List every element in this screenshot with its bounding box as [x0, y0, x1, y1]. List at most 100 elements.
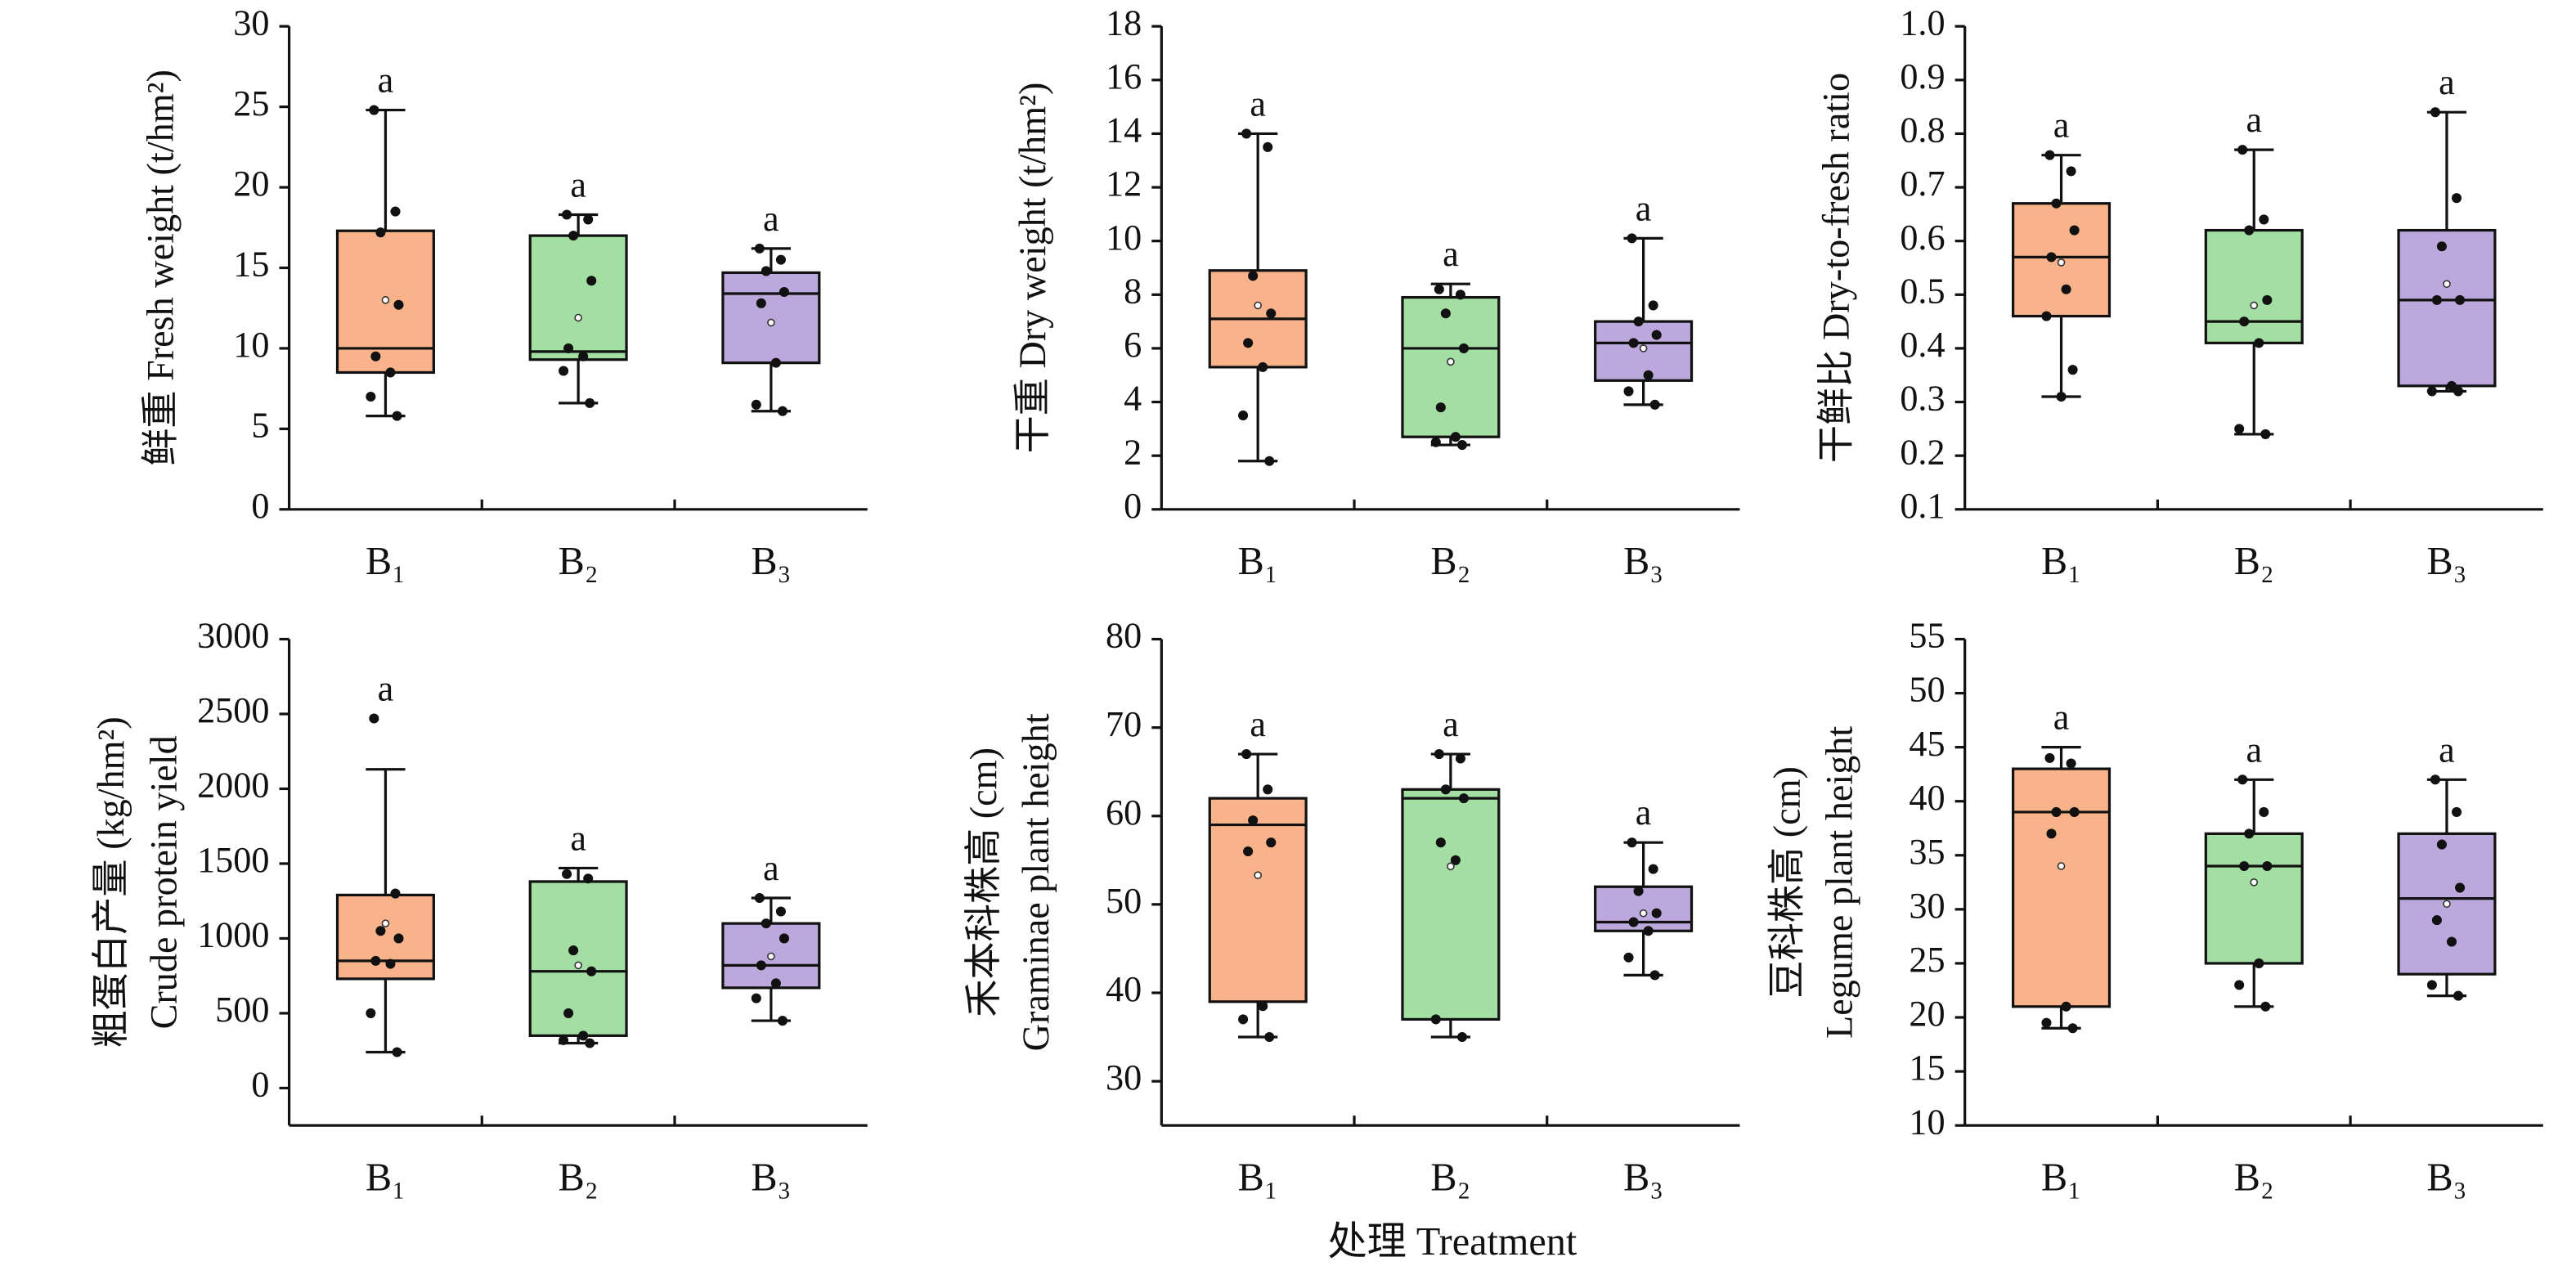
- mean: [2443, 900, 2451, 909]
- data-point: [1434, 749, 1444, 760]
- data-point: [2453, 990, 2464, 1001]
- box: [528, 880, 628, 1037]
- data-point: [1248, 271, 1259, 281]
- data-point: [1458, 343, 1469, 353]
- box: [528, 234, 628, 361]
- mean: [2250, 878, 2259, 887]
- data-point: [2051, 198, 2062, 209]
- data-point: [1649, 970, 1660, 981]
- data-point: [1241, 128, 1252, 139]
- data-point: [1434, 284, 1444, 294]
- data-point: [751, 399, 761, 410]
- data-point: [1648, 864, 1658, 874]
- significance-letter: a: [570, 165, 586, 205]
- data-point: [585, 1038, 595, 1048]
- y-tick-label: 15: [233, 245, 269, 285]
- data-point: [1248, 815, 1259, 826]
- x-tick-label: B₂: [2234, 1156, 2274, 1200]
- data-point: [2244, 828, 2255, 839]
- significance-letter: a: [2439, 62, 2455, 102]
- y-tick-label: 70: [1106, 704, 1142, 744]
- data-point: [366, 391, 376, 402]
- y-tick-label: 0: [1124, 486, 1142, 526]
- data-point: [1266, 308, 1277, 319]
- x-tick-label: B₁: [366, 1156, 406, 1200]
- data-point: [392, 1047, 402, 1057]
- x-tick-label: B₁: [1238, 1156, 1278, 1200]
- data-point: [2056, 391, 2067, 402]
- data-point: [1243, 846, 1254, 857]
- data-point: [563, 343, 574, 353]
- x-tick-label: B₃: [1623, 540, 1663, 583]
- data-point: [775, 906, 786, 917]
- x-axis-label: 处理 Treatment: [1327, 1220, 1577, 1264]
- data-point: [1264, 456, 1275, 466]
- data-point: [2046, 252, 2057, 263]
- data-point: [2446, 380, 2457, 391]
- box: [721, 271, 821, 365]
- y-axis-label: Graminae plant height: [1015, 713, 1057, 1051]
- y-tick-label: 50: [1106, 881, 1142, 921]
- data-point: [1266, 837, 1277, 848]
- data-point: [586, 276, 597, 286]
- data-point: [1238, 1014, 1249, 1025]
- data-point: [2044, 150, 2055, 160]
- data-point: [1440, 784, 1451, 795]
- data-point: [2453, 386, 2464, 397]
- data-point: [756, 298, 766, 308]
- data-point: [375, 926, 386, 936]
- significance-letter: a: [1250, 704, 1266, 744]
- data-point: [366, 1008, 376, 1018]
- y-tick-label: 0.7: [1900, 164, 1945, 204]
- x-tick-label: B₂: [2234, 540, 2274, 583]
- y-tick-label: 0.2: [1900, 432, 1945, 472]
- mean: [381, 296, 390, 304]
- data-point: [777, 406, 788, 416]
- mean: [1254, 301, 1262, 310]
- y-axis-label: 干重 Dry weight (t/hm²): [1012, 83, 1053, 454]
- mean: [2057, 862, 2066, 870]
- data-point: [1430, 437, 1441, 447]
- data-point: [2260, 1001, 2271, 1012]
- data-point: [751, 993, 761, 1003]
- data-point: [1238, 410, 1249, 420]
- data-point: [1456, 440, 1467, 451]
- y-tick-label: 0: [251, 486, 269, 526]
- data-point: [1450, 432, 1461, 442]
- y-tick-label: 30: [1909, 886, 1945, 926]
- data-point: [2069, 225, 2080, 236]
- y-axis-label: 干鲜比 Dry-to-fresh ratio: [1815, 73, 1857, 463]
- data-point: [2061, 284, 2071, 294]
- data-point: [2426, 386, 2437, 397]
- x-tick-label: B₂: [1430, 1156, 1470, 1200]
- data-point: [1628, 338, 1639, 348]
- data-point: [2237, 145, 2248, 155]
- data-point: [2044, 752, 2055, 763]
- data-point: [2041, 1017, 2052, 1028]
- data-point: [390, 206, 401, 217]
- y-tick-label: 8: [1124, 271, 1142, 311]
- significance-letter: a: [2439, 730, 2455, 770]
- data-point: [2426, 980, 2437, 990]
- x-tick-label: B₃: [751, 1156, 791, 1200]
- box: [2012, 767, 2112, 1008]
- box: [1401, 295, 1501, 438]
- data-point: [559, 366, 569, 376]
- data-point: [1628, 917, 1639, 927]
- significance-letter: a: [378, 668, 394, 708]
- y-tick-label: 14: [1106, 110, 1142, 150]
- data-point: [385, 367, 396, 378]
- significance-letter: a: [1636, 792, 1652, 833]
- x-tick-label: B₁: [2041, 1156, 2081, 1200]
- data-point: [1623, 386, 1634, 397]
- y-axis-label: 豆科株高 (cm): [1766, 766, 1807, 998]
- data-point: [2067, 1023, 2078, 1034]
- data-point: [375, 227, 386, 238]
- y-tick-label: 15: [1909, 1048, 1945, 1088]
- y-axis-label: 鲜重 Fresh weight (t/hm²): [140, 70, 182, 466]
- data-point: [370, 351, 381, 361]
- data-point: [761, 266, 771, 276]
- data-point: [2262, 294, 2273, 305]
